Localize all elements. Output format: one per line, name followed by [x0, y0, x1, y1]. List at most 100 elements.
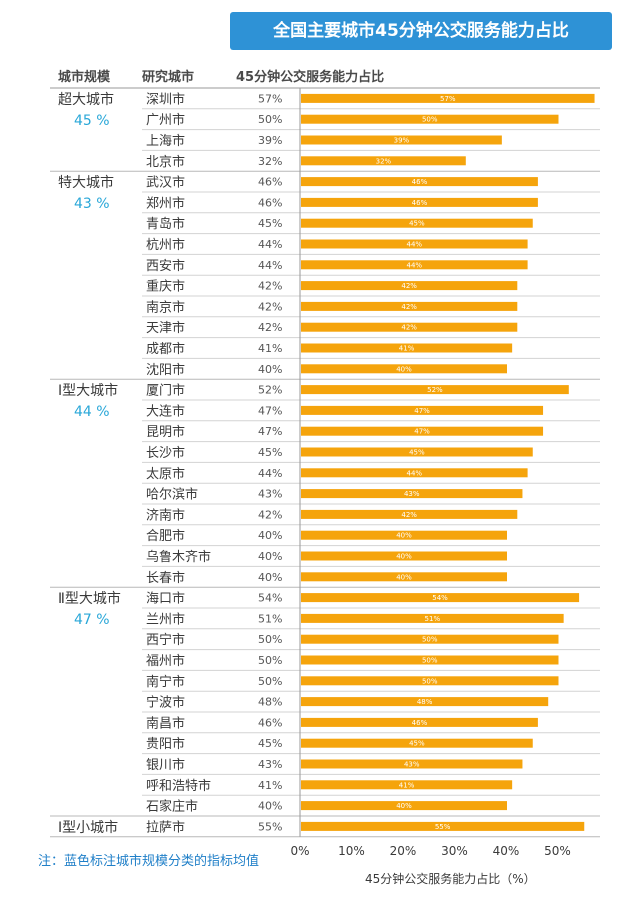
value-label: 41% [258, 779, 282, 792]
value-column-header: 45分钟公交服务能力占比 [236, 70, 385, 85]
city-label: 合肥市 [146, 528, 185, 544]
city-label: 北京市 [146, 154, 185, 170]
value-label: 50% [258, 633, 282, 646]
value-label: 44% [258, 259, 282, 272]
x-tick-label: 40% [493, 844, 520, 858]
value-label: 50% [258, 113, 282, 126]
city-label: 拉萨市 [146, 819, 185, 835]
city-label: 昆明市 [146, 424, 185, 440]
city-label: 西宁市 [146, 632, 185, 648]
value-label: 42% [258, 321, 282, 334]
value-label: 46% [258, 196, 282, 209]
bar-data-label: 40% [396, 532, 412, 540]
bar-data-label: 47% [414, 407, 430, 415]
x-tick-label: 50% [544, 844, 571, 858]
group-label: 特大城市 [58, 174, 114, 191]
city-label: 长沙市 [146, 445, 185, 461]
value-label: 54% [258, 592, 282, 605]
bar [301, 821, 585, 831]
value-label: 32% [258, 155, 282, 168]
city-label: 宁波市 [146, 695, 185, 711]
value-label: 51% [258, 612, 282, 625]
city-label: 海口市 [146, 591, 185, 607]
city-label: 银川市 [146, 757, 185, 773]
bar [301, 177, 538, 187]
value-label: 40% [258, 363, 282, 376]
group-average: 44 % [74, 404, 110, 420]
bar-data-label: 41% [399, 345, 415, 353]
bar [301, 717, 538, 727]
bar-data-label: 43% [404, 761, 420, 769]
bar-data-label: 46% [412, 719, 428, 727]
city-label: 上海市 [146, 133, 185, 149]
bar-data-label: 40% [396, 553, 412, 561]
group-column-header: 城市规模 [58, 70, 111, 85]
bar [301, 572, 507, 582]
city-label: 武汉市 [146, 175, 185, 191]
city-label: 呼和浩特市 [146, 778, 211, 794]
bar-data-label: 50% [422, 657, 438, 665]
city-label: 兰州市 [146, 611, 185, 627]
value-label: 47% [258, 404, 282, 417]
bar-data-label: 43% [404, 490, 420, 498]
city-label: 重庆市 [146, 279, 185, 295]
bar [301, 613, 564, 623]
bar-data-label: 40% [396, 573, 412, 581]
bar [301, 218, 533, 228]
group-label: Ⅰ型大城市 [58, 382, 118, 399]
group-average: 43 % [74, 196, 110, 212]
group-average: 47 % [74, 612, 110, 628]
value-label: 45% [258, 737, 282, 750]
bar [301, 489, 523, 499]
bar [301, 697, 549, 707]
value-label: 55% [258, 820, 282, 833]
value-label: 44% [258, 467, 282, 480]
x-tick-label: 0% [290, 844, 309, 858]
value-label: 40% [258, 529, 282, 542]
value-label: 50% [258, 654, 282, 667]
city-label: 天津市 [146, 320, 185, 336]
group-average: 45 % [74, 113, 110, 129]
group-label: Ⅰ型小城市 [58, 819, 118, 836]
bar [301, 509, 518, 519]
city-label: 杭州市 [146, 237, 185, 253]
city-label: 济南市 [146, 507, 185, 523]
bar-data-label: 52% [427, 386, 443, 394]
city-label: 南昌市 [146, 715, 185, 731]
bar-data-label: 44% [407, 261, 423, 269]
bar-data-label: 50% [422, 636, 438, 644]
bar-data-label: 45% [409, 220, 425, 228]
city-label: 石家庄市 [146, 799, 198, 815]
value-label: 45% [258, 446, 282, 459]
bar-data-label: 42% [401, 511, 417, 519]
bar-data-label: 45% [409, 740, 425, 748]
group-label: 超大城市 [58, 91, 114, 108]
bar-data-label: 57% [440, 95, 456, 103]
value-label: 46% [258, 716, 282, 729]
bar-data-label: 32% [376, 157, 392, 165]
bar [301, 593, 580, 603]
value-label: 46% [258, 176, 282, 189]
bar-data-label: 47% [414, 428, 430, 436]
value-label: 43% [258, 758, 282, 771]
x-tick-label: 10% [338, 844, 365, 858]
value-label: 40% [258, 550, 282, 563]
bar [301, 156, 466, 166]
x-tick-label: 30% [441, 844, 468, 858]
chart-title: 全国主要城市45分钟公交服务能力占比 [230, 12, 612, 50]
value-label: 42% [258, 508, 282, 521]
bar [301, 759, 523, 769]
bar-data-label: 42% [401, 303, 417, 311]
value-label: 42% [258, 280, 282, 293]
bar-data-label: 45% [409, 449, 425, 457]
bar [301, 676, 559, 686]
bar-data-label: 51% [425, 615, 441, 623]
value-label: 45% [258, 217, 282, 230]
value-label: 50% [258, 675, 282, 688]
city-label: 乌鲁木齐市 [146, 549, 211, 565]
bar-data-label: 40% [396, 802, 412, 810]
bar-data-label: 48% [417, 698, 433, 706]
city-label: 福州市 [146, 653, 185, 669]
bar [301, 343, 513, 353]
bar-data-label: 50% [422, 677, 438, 685]
